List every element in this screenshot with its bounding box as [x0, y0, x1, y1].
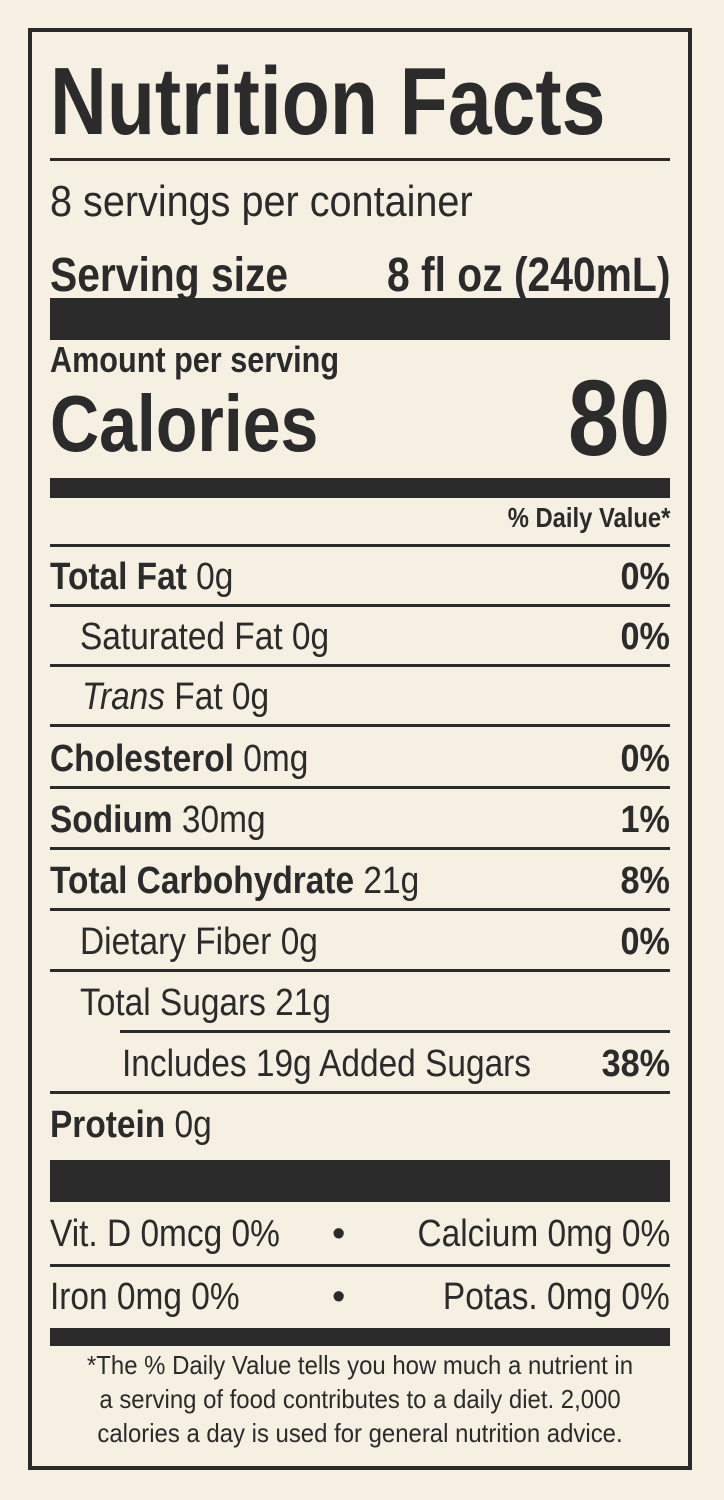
daily-value-header: % Daily Value* — [507, 502, 670, 533]
serving-size-label: Serving size — [50, 249, 289, 302]
vitamin-d: Vit. D 0mcg 0% — [50, 1213, 280, 1255]
thick-divider-top — [50, 298, 670, 340]
nutrient-row-added-sugars: Includes 19g Added Sugars 38% — [50, 1034, 670, 1094]
micronutrient-row-2: Iron 0mg 0% • Potas. 0mg 0% — [50, 1267, 670, 1327]
micronutrient-row-1: Vit. D 0mcg 0% • Calcium 0mg 0% — [50, 1204, 670, 1264]
iron: Iron 0mg 0% — [50, 1276, 240, 1318]
nutrient-row-trans-fat: Trans Fat 0g — [50, 667, 670, 727]
nutrient-row-sodium: Sodium 30mg 1% — [50, 790, 670, 850]
calcium: Calcium 0mg 0% — [417, 1213, 670, 1255]
nutrient-row-total-sugars: Total Sugars 21g — [50, 973, 670, 1033]
thick-divider-bottom — [50, 1328, 670, 1346]
daily-value-footnote: *The % Daily Value tells you how much a … — [86, 1350, 633, 1448]
nutrient-row-dietary-fiber: Dietary Fiber 0g 0% — [50, 912, 670, 972]
nutrient-row-saturated-fat: Saturated Fat 0g 0% — [50, 607, 670, 667]
amount-per-serving: Amount per serving — [50, 339, 340, 380]
nutrient-row-cholesterol: Cholesterol 0mg 0% — [50, 729, 670, 789]
nutrient-row-protein: Protein 0g — [50, 1104, 212, 1146]
serving-size-value: 8 fl oz (240mL) — [386, 249, 670, 302]
thick-divider-calories — [50, 478, 670, 498]
separator-dot: • — [332, 1276, 346, 1318]
servings-per-container: 8 servings per container — [50, 177, 473, 226]
calories-value: 80 — [567, 357, 670, 478]
label-title: Nutrition Facts — [50, 48, 606, 155]
divider-title — [50, 158, 670, 161]
calories-label: Calories — [50, 379, 319, 468]
separator-dot: • — [332, 1213, 346, 1255]
potassium: Potas. 0mg 0% — [443, 1276, 670, 1318]
nutrient-row-total-fat: Total Fat 0g 0% — [50, 547, 670, 607]
label-content: Nutrition Facts 8 servings per container… — [50, 32, 670, 1466]
divider-dv — [50, 544, 670, 547]
thick-divider-protein — [50, 1160, 670, 1202]
divider-micro — [50, 1264, 670, 1267]
nutrition-facts-label: Nutrition Facts 8 servings per container… — [28, 28, 692, 1470]
nutrient-row-total-carbohydrate: Total Carbohydrate 21g 8% — [50, 851, 670, 911]
